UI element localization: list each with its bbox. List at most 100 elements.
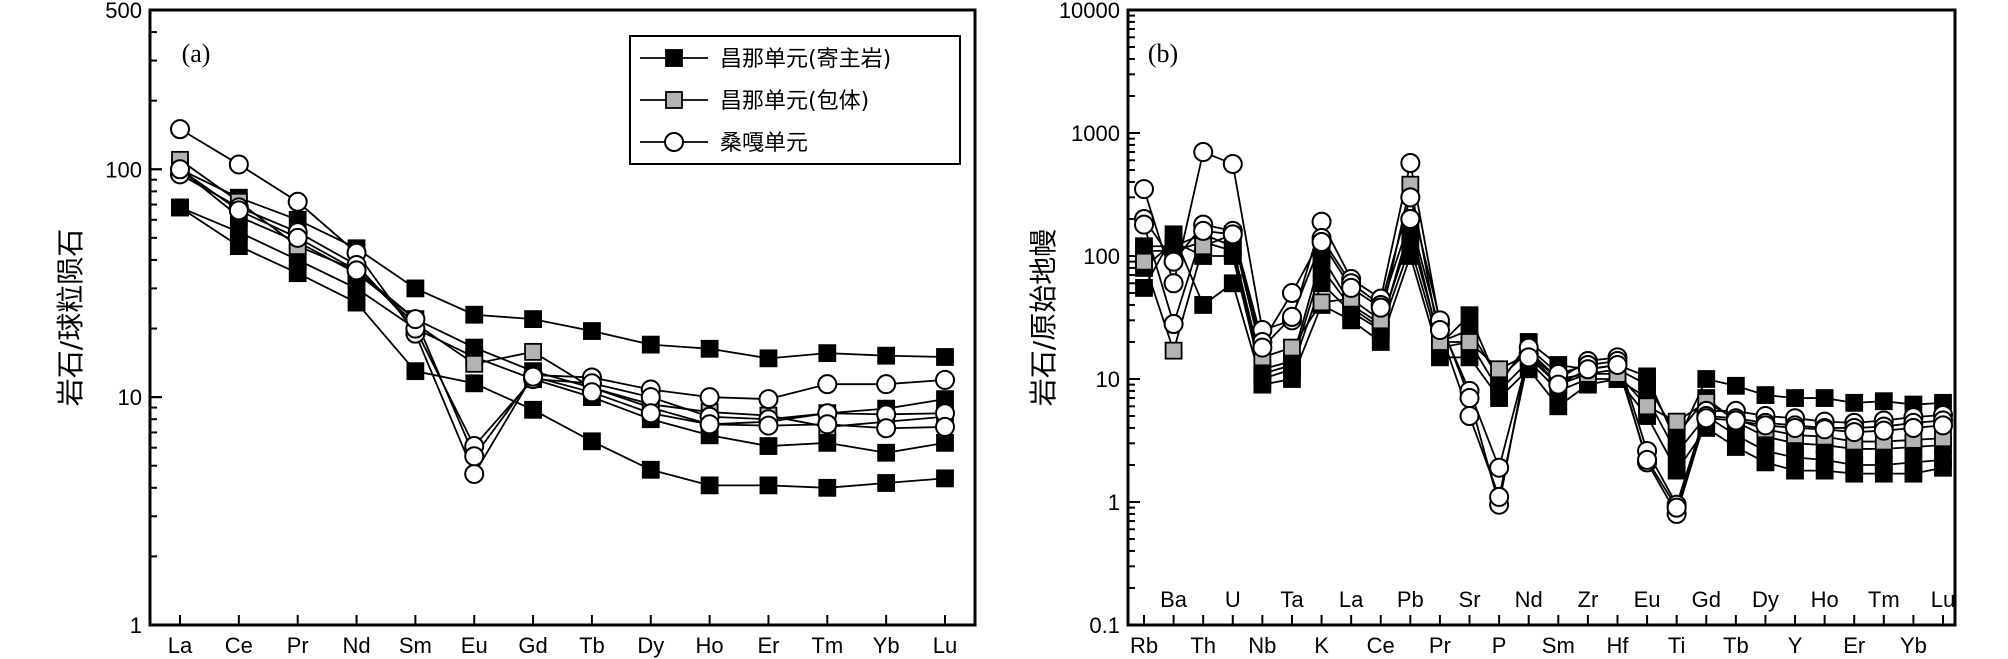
data-point xyxy=(583,432,601,451)
data-point xyxy=(1193,142,1214,163)
x-tick-label: Ce xyxy=(1367,633,1395,658)
data-point xyxy=(523,366,544,387)
data-point xyxy=(465,374,484,393)
data-point xyxy=(170,119,190,140)
y-tick-label: 100 xyxy=(105,157,142,182)
data-point xyxy=(818,433,837,452)
x-tick-label: Dy xyxy=(637,633,664,658)
data-point xyxy=(1459,406,1480,427)
x-tick-label: Ho xyxy=(1811,587,1839,612)
data-point xyxy=(1697,370,1716,388)
y-tick-label: 10 xyxy=(118,385,142,410)
data-point xyxy=(759,476,778,495)
data-point xyxy=(524,400,542,419)
y-tick-label: 500 xyxy=(105,0,142,23)
data-point xyxy=(877,346,896,365)
data-point xyxy=(287,191,308,212)
data-point xyxy=(1370,297,1391,318)
series-line xyxy=(179,206,946,489)
data-point xyxy=(817,374,838,395)
legend-label: 昌那单元(包体) xyxy=(720,89,869,114)
data-point xyxy=(1194,296,1213,314)
x-tick-label: K xyxy=(1314,633,1329,658)
x-tick-label: Sr xyxy=(1459,587,1481,612)
data-point xyxy=(1518,347,1539,368)
data-point xyxy=(1873,420,1894,441)
x-tick-label: Sm xyxy=(399,633,432,658)
data-point xyxy=(1577,359,1598,380)
data-point xyxy=(1341,277,1362,298)
data-point xyxy=(1135,252,1153,271)
data-point xyxy=(1489,486,1510,507)
x-tick-label: Tm xyxy=(811,633,843,658)
data-point xyxy=(758,389,779,410)
series-line xyxy=(179,168,946,360)
x-tick-label: Er xyxy=(757,633,779,658)
series-line xyxy=(1143,150,1944,508)
data-point xyxy=(406,279,425,298)
data-point xyxy=(1163,251,1184,272)
data-point xyxy=(1429,320,1450,341)
data-point xyxy=(935,416,955,437)
x-tick-label: Nd xyxy=(1515,587,1543,612)
data-point xyxy=(1845,456,1864,474)
data-point xyxy=(1222,224,1243,245)
panel-label: (a) xyxy=(182,39,211,68)
data-point xyxy=(1638,367,1656,386)
data-point xyxy=(287,227,308,248)
data-point xyxy=(1135,279,1153,297)
series-line xyxy=(1143,240,1944,466)
x-tick-label: P xyxy=(1492,633,1507,658)
data-point xyxy=(1312,274,1331,293)
data-point xyxy=(758,415,779,436)
data-point xyxy=(877,443,896,462)
y-tick-label: 1 xyxy=(1108,490,1120,515)
x-tick-label: Ba xyxy=(1160,587,1188,612)
data-point xyxy=(1814,419,1835,440)
data-point xyxy=(524,310,542,329)
data-point xyxy=(1667,412,1686,431)
x-tick-label: Yb xyxy=(873,633,900,658)
x-tick-label: Pr xyxy=(287,633,309,658)
data-point xyxy=(817,414,838,435)
data-point xyxy=(170,159,190,180)
x-tick-label: Lu xyxy=(1931,587,1955,612)
series-line xyxy=(1143,197,1944,517)
data-point xyxy=(346,260,367,281)
data-point xyxy=(1311,211,1332,232)
data-point xyxy=(1281,283,1302,304)
data-point xyxy=(1223,274,1242,293)
x-tick-label: Ti xyxy=(1668,633,1686,658)
x-tick-label: Pr xyxy=(1429,633,1451,658)
data-point xyxy=(524,342,542,361)
y-axis-label: 岩石/球粒陨石 xyxy=(54,229,87,406)
x-tick-label: Eu xyxy=(461,633,488,658)
legend-marker xyxy=(665,91,683,109)
y-tick-label: 0.1 xyxy=(1089,613,1120,638)
data-point xyxy=(700,476,719,495)
data-point xyxy=(405,309,426,330)
data-point xyxy=(1933,415,1953,436)
data-point xyxy=(876,374,897,395)
data-point xyxy=(936,469,954,488)
y-tick-label: 1 xyxy=(130,613,142,638)
data-point xyxy=(1726,376,1745,395)
data-point xyxy=(1460,348,1479,367)
x-tick-label: Yb xyxy=(1900,633,1927,658)
data-point xyxy=(1460,306,1479,325)
data-point xyxy=(1459,388,1480,409)
data-point xyxy=(641,460,660,479)
data-point xyxy=(1755,415,1776,436)
data-point xyxy=(1785,417,1806,438)
data-point xyxy=(699,414,720,435)
data-point xyxy=(1696,408,1717,429)
plot-frame xyxy=(148,8,977,627)
data-point xyxy=(1134,179,1154,200)
data-point xyxy=(1312,293,1331,312)
series-line xyxy=(179,206,946,454)
x-tick-label: Pb xyxy=(1397,587,1424,612)
data-point xyxy=(1815,450,1834,469)
data-point xyxy=(1874,392,1893,411)
data-point xyxy=(700,339,719,358)
